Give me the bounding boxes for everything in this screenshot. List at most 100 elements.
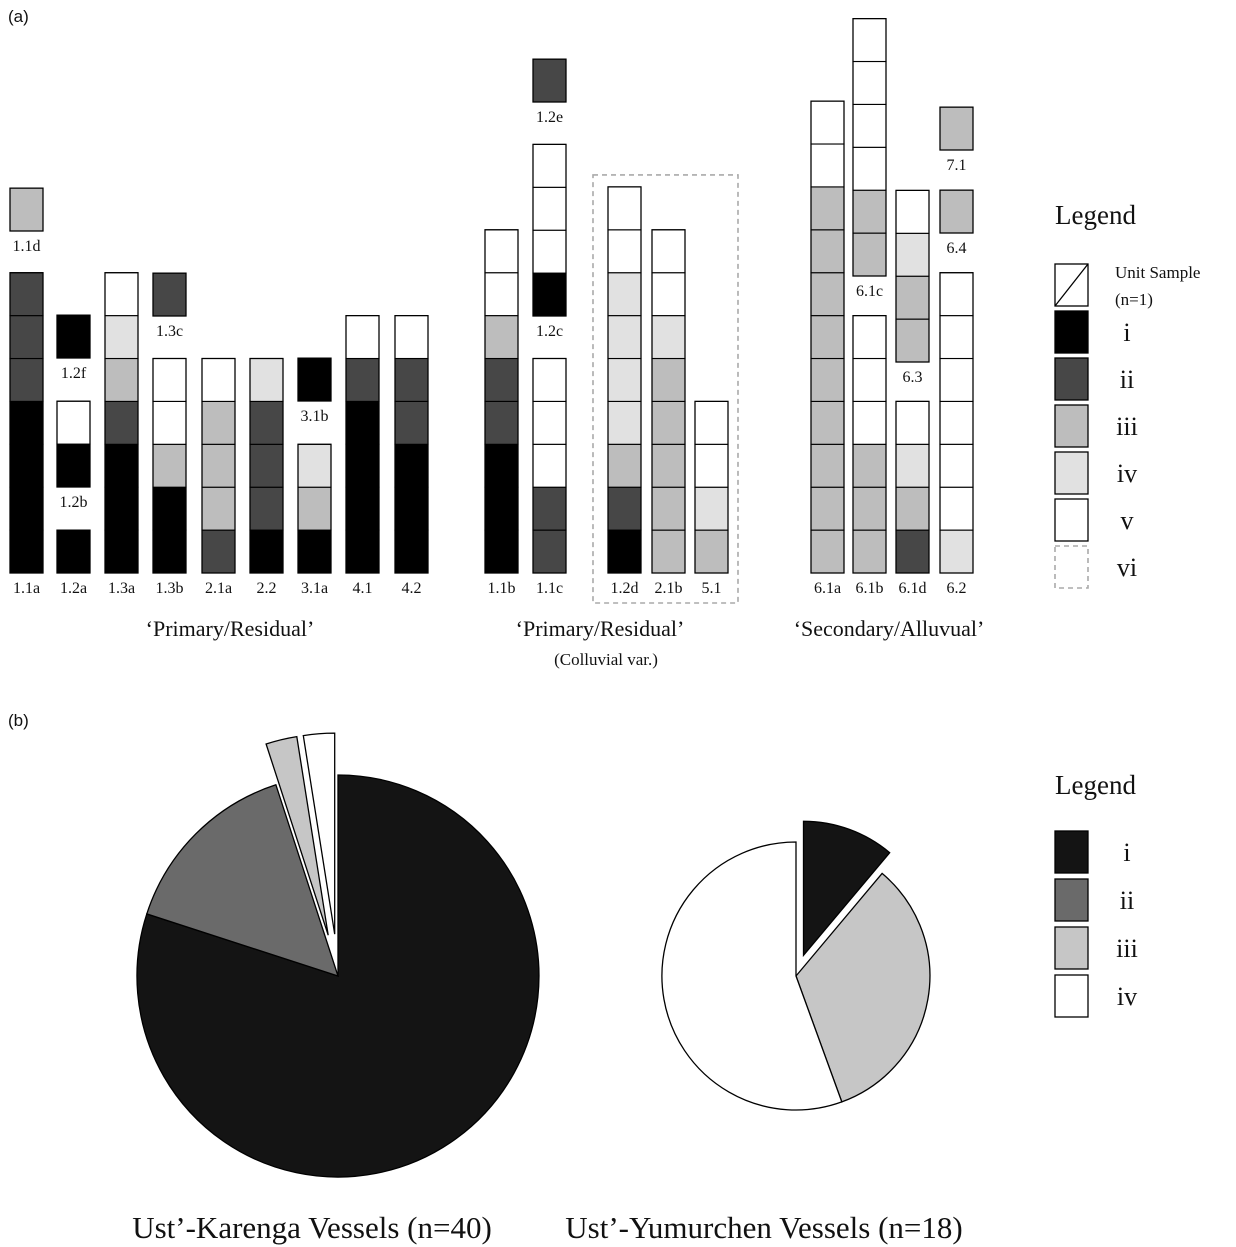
bar-segment-iii	[104, 357, 139, 402]
bar-segment-ii	[532, 58, 567, 103]
pie-title-yumurchen: Ust’-Yumurchen Vessels (n=18)	[565, 1210, 962, 1245]
bar-segment-i	[56, 529, 91, 574]
bar-segment-i	[56, 443, 91, 488]
bar-segment-i	[394, 486, 429, 531]
bar-segment-iv	[607, 315, 642, 360]
bar-segment-iii	[651, 400, 686, 445]
bar-segment-iv	[297, 443, 332, 488]
bar-segment-i	[152, 486, 187, 531]
bar-segment-iii	[201, 400, 236, 445]
bar-column-6-3: 6.3	[895, 189, 930, 386]
bar-segment-i	[104, 443, 139, 488]
legend-swatch	[1054, 545, 1089, 589]
bar-label: 2.2	[257, 580, 277, 597]
bar-segment-iv	[651, 315, 686, 360]
bar-label: 5.1	[702, 580, 722, 597]
bar-segment-i	[532, 272, 567, 317]
bar-segment-ii	[9, 272, 44, 317]
bar-outline	[607, 186, 642, 574]
bar-column-6-1d: 6.1d	[895, 400, 930, 597]
bar-column-6-1c: 6.1c	[852, 18, 887, 300]
bar-outline	[394, 315, 429, 574]
legend-swatch	[1054, 357, 1089, 401]
bar-outline	[939, 189, 974, 234]
bar-segment-i	[607, 529, 642, 574]
pie-0	[136, 732, 540, 1178]
bar-segment-i	[484, 529, 519, 574]
bar-label: 6.4	[947, 240, 967, 257]
bar-segment-v	[104, 272, 139, 317]
group-label-secondary: ‘Secondary/Alluvual’	[794, 616, 985, 641]
legend-a-item-v: v	[1054, 498, 1134, 542]
bar-segment-i	[104, 486, 139, 531]
bar-segment-iv	[607, 400, 642, 445]
legend-a-item-iv: iv	[1054, 451, 1137, 495]
bar-label: 6.2	[947, 580, 967, 597]
legend-swatch	[1054, 451, 1089, 495]
pie-slice-iii	[265, 735, 329, 936]
bar-group-2: 6.1a 6.1b 6.1c 6.1d 6.3 6.2 6.4 7.1	[810, 18, 974, 597]
bar-segment-iv	[607, 272, 642, 317]
bar-label: 1.3c	[156, 323, 183, 340]
pie-charts	[136, 732, 931, 1178]
legend-b-item-iii: iii	[1054, 926, 1138, 970]
bar-label: 2.1b	[655, 580, 683, 597]
bar-segment-iii	[810, 186, 845, 231]
bar-column-3-1a: 3.1a	[297, 443, 332, 597]
bar-column-6-2: 6.2	[939, 272, 974, 597]
legend-unit-sample-diagonal	[1054, 263, 1089, 307]
bar-segment-iii	[651, 357, 686, 402]
legend-swatch	[1054, 404, 1089, 448]
bar-segment-iv	[939, 529, 974, 574]
bar-label: 3.1b	[301, 408, 329, 425]
bar-outline	[895, 400, 930, 574]
bar-outline	[651, 229, 686, 574]
bar-segment-v	[852, 146, 887, 191]
bar-segment-v	[532, 400, 567, 445]
bar-column-4-2: 4.2	[394, 315, 429, 597]
bar-column-6-1b: 6.1b	[852, 315, 887, 597]
bar-segment-iii	[9, 187, 44, 232]
bar-label: 1.1a	[13, 580, 40, 597]
bar-segment-iii	[810, 486, 845, 531]
bar-label: 2.1a	[205, 580, 232, 597]
bar-column-1-1b: 1.1b	[484, 229, 519, 597]
bar-outline	[895, 189, 930, 363]
bar-outline	[484, 229, 519, 574]
bar-segment-iii	[607, 443, 642, 488]
bar-group-1: 1.1b 1.1c 1.2c 1.2e 1.2d 2.1b 5.1	[484, 58, 729, 597]
bar-segment-ii	[484, 357, 519, 402]
bar-segment-v	[939, 443, 974, 488]
bar-segment-ii	[895, 529, 930, 574]
pie-slice-iv	[661, 841, 843, 1111]
group-sublabel-colluvial: (Colluvial var.)	[554, 650, 658, 669]
bar-column-1-2a: 1.2a	[56, 529, 91, 597]
bar-segment-v	[852, 103, 887, 148]
legend-b-item-ii: ii	[1054, 878, 1134, 922]
legend-b-item-i: i	[1054, 830, 1131, 874]
legend-swatch	[1054, 310, 1089, 354]
bar-segment-i	[56, 314, 91, 359]
bar-label: 1.1d	[13, 238, 41, 255]
legend-a-unit-sample: Unit Sample (n=1)	[1054, 263, 1200, 309]
bar-segment-v	[939, 315, 974, 360]
bar-column-7-1: 7.1	[939, 106, 974, 174]
bar-segment-ii	[249, 486, 284, 531]
bar-segment-v	[607, 186, 642, 231]
bar-segment-iii	[810, 400, 845, 445]
bar-segment-iii	[810, 272, 845, 317]
bar-segment-i	[484, 486, 519, 531]
pie-slice-ii	[145, 783, 340, 978]
bar-segment-iii	[651, 486, 686, 531]
bar-segment-v	[532, 357, 567, 402]
legend-label: v	[1121, 506, 1134, 535]
bar-segment-iv	[607, 357, 642, 402]
legend-label: iii	[1116, 934, 1138, 963]
bar-segment-iii	[810, 529, 845, 574]
bar-label: 6.1c	[856, 283, 883, 300]
bar-label: 1.3a	[108, 580, 135, 597]
bar-segment-iii	[152, 443, 187, 488]
bar-segment-i	[345, 529, 380, 574]
bar-segment-v	[939, 400, 974, 445]
bar-segment-v	[345, 315, 380, 360]
